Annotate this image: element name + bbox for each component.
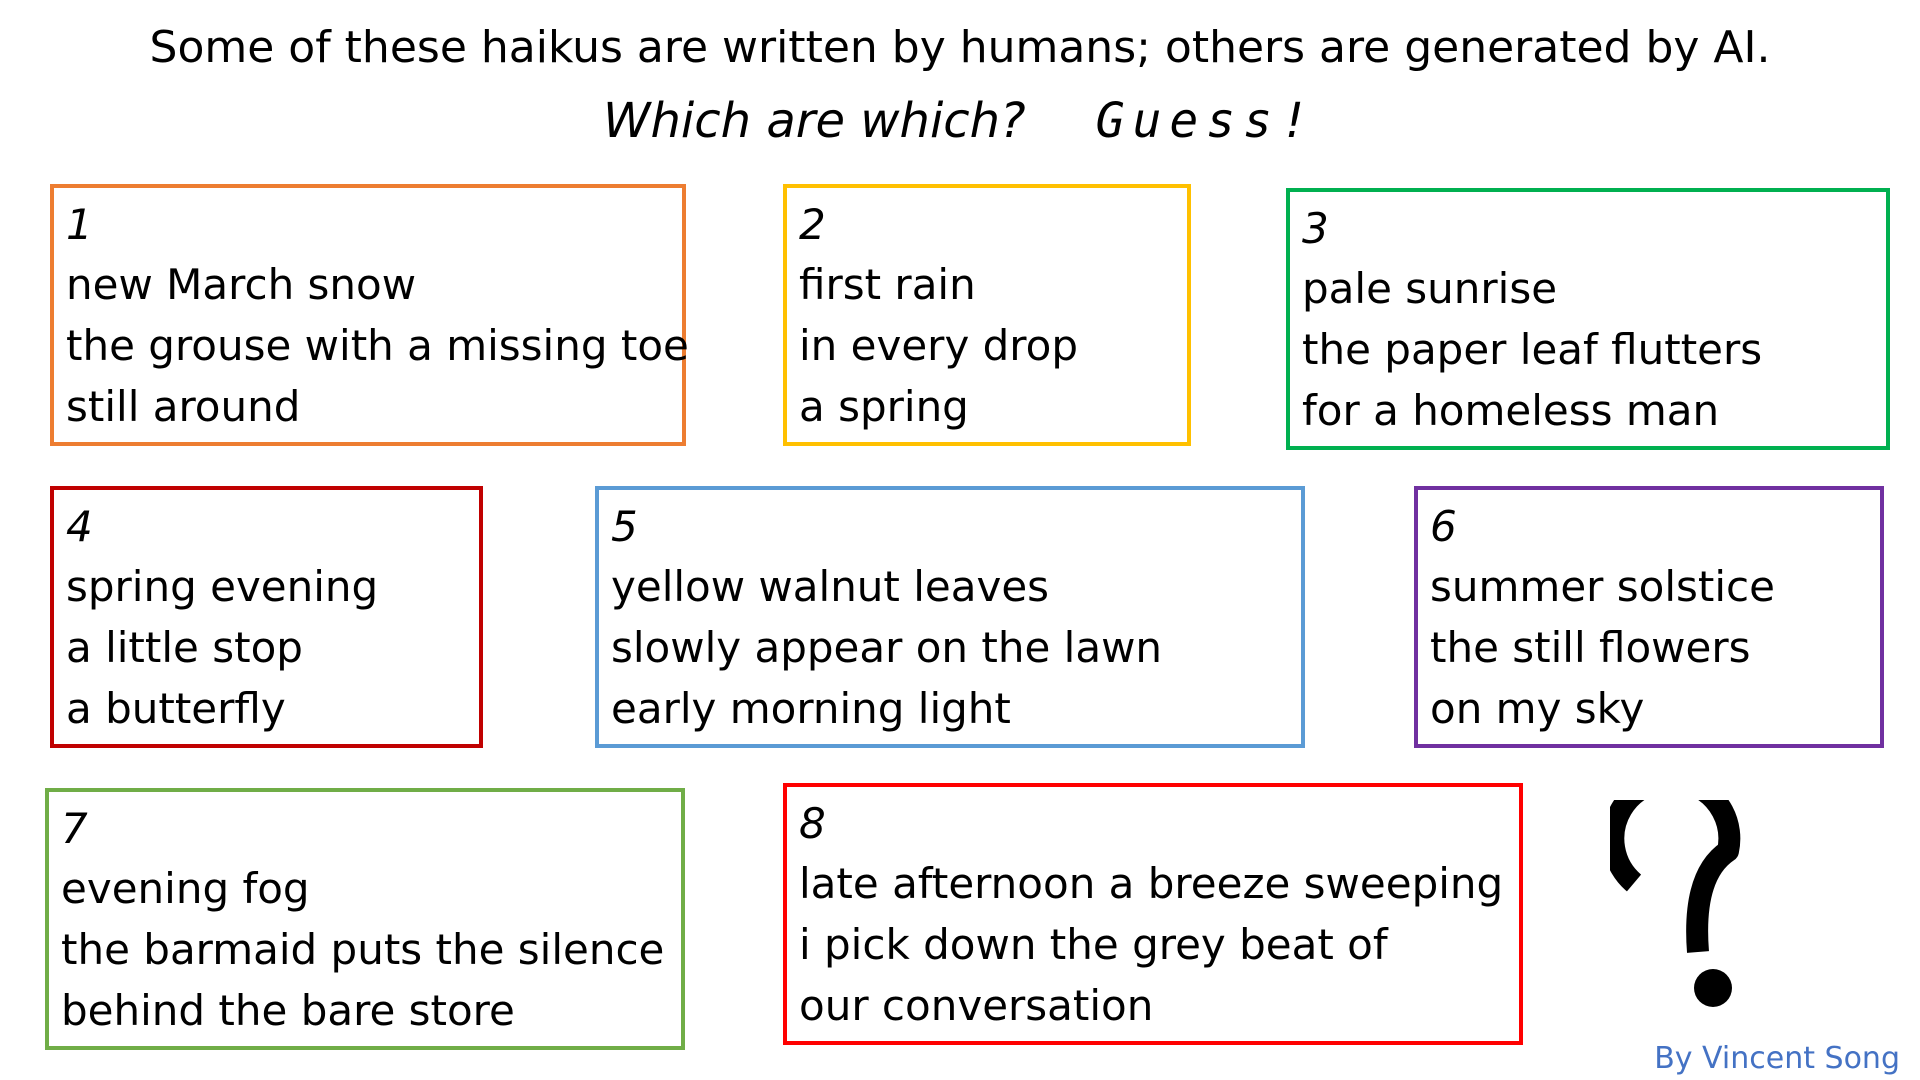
haiku-line-1: summer solstice	[1430, 562, 1775, 611]
haiku-card-6: 6 summer solstice the still flowers on m…	[1414, 486, 1884, 748]
haiku-line-2: a little stop	[66, 623, 303, 672]
haiku-line-1: spring evening	[66, 562, 379, 611]
haiku-card-7: 7 evening fog the barmaid puts the silen…	[45, 788, 685, 1050]
guess-text: Guess!	[1095, 93, 1317, 149]
haiku-card-5: 5 yellow walnut leaves slowly appear on …	[595, 486, 1305, 748]
haiku-line-2: in every drop	[799, 321, 1079, 370]
haiku-card-8: 8 late afternoon a breeze sweeping i pic…	[783, 783, 1523, 1045]
haiku-number: 6	[1430, 502, 1457, 551]
haiku-number: 1	[66, 200, 93, 249]
haiku-line-2: the paper leaf flutters	[1302, 325, 1763, 374]
haiku-line-2: the barmaid puts the silence	[61, 925, 665, 974]
haiku-line-2: the grouse with a missing toe	[66, 321, 689, 370]
haiku-line-1: late afternoon a breeze sweeping	[799, 859, 1504, 908]
question-mark-icon	[1602, 769, 1770, 1020]
title: Some of these haikus are written by huma…	[149, 22, 1771, 73]
question-text: Which are which?	[603, 93, 1026, 149]
haiku-number: 4	[66, 502, 93, 551]
haiku-line-3: early morning light	[611, 684, 1011, 733]
haiku-number: 2	[799, 200, 826, 249]
haiku-line-1: new March snow	[66, 260, 417, 309]
haiku-number: 7	[61, 804, 88, 853]
question-mark-hook	[1602, 769, 1741, 953]
haiku-line-3: a butterfly	[66, 684, 286, 733]
haiku-number: 3	[1302, 204, 1329, 253]
haiku-number: 8	[799, 799, 826, 848]
haiku-line-3: on my sky	[1430, 684, 1645, 733]
haiku-line-1: yellow walnut leaves	[611, 562, 1050, 611]
haiku-card-4: 4 spring evening a little stop a butterf…	[50, 486, 483, 748]
haiku-line-2: the still flowers	[1430, 623, 1751, 672]
haiku-line-3: our conversation	[799, 981, 1154, 1030]
author-credit: By Vincent Song	[1654, 1041, 1900, 1076]
haiku-line-3: behind the bare store	[61, 986, 515, 1035]
haiku-line-1: pale sunrise	[1302, 264, 1558, 313]
haiku-line-1: evening fog	[61, 864, 310, 913]
haiku-card-3: 3 pale sunrise the paper leaf flutters f…	[1286, 188, 1890, 450]
question-mark-svg	[1602, 769, 1741, 1007]
haiku-line-3: a spring	[799, 382, 969, 431]
haiku-line-1: first rain	[799, 260, 976, 309]
haiku-number: 5	[611, 502, 638, 551]
question-mark-dot	[1694, 969, 1732, 1007]
subtitle: Which are which? Guess!	[0, 88, 1920, 154]
haiku-line-3: for a homeless man	[1302, 386, 1720, 435]
haiku-card-2: 2 first rain in every drop a spring	[783, 184, 1191, 446]
haiku-card-1: 1 new March snow the grouse with a missi…	[50, 184, 689, 446]
haiku-line-2: i pick down the grey beat of	[799, 920, 1388, 969]
haiku-line-3: still around	[66, 382, 301, 431]
haiku-line-2: slowly appear on the lawn	[611, 623, 1163, 672]
